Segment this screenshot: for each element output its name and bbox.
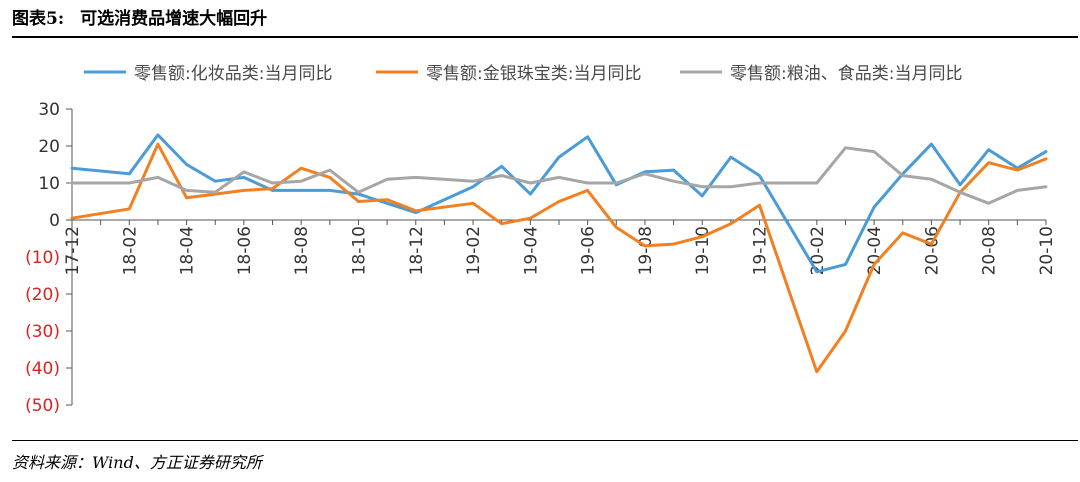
series-line-1 bbox=[70, 133, 1048, 274]
plot-series bbox=[70, 133, 1048, 374]
figure-label: 图表5: bbox=[12, 9, 65, 29]
series-line-3 bbox=[70, 146, 1048, 205]
y-tick-label: (20) bbox=[25, 285, 60, 305]
x-tick-label: 18-10 bbox=[349, 226, 369, 275]
x-tick-label: 18-06 bbox=[235, 226, 255, 275]
y-tick-label: 30 bbox=[38, 100, 60, 120]
x-tick-label: 18-04 bbox=[178, 226, 198, 275]
legend-label-3: 零售额:粮油、食品类:当月同比 bbox=[730, 64, 962, 84]
x-tick-label: 19-04 bbox=[521, 226, 541, 275]
x-tick-label: 20-10 bbox=[1037, 226, 1057, 275]
legend-label-1: 零售额:化妆品类:当月同比 bbox=[134, 64, 332, 84]
y-tick-label: (10) bbox=[25, 248, 60, 268]
y-tick-label: (40) bbox=[25, 359, 60, 379]
title-rule bbox=[12, 36, 1078, 38]
x-tick-label: 19-08 bbox=[636, 226, 656, 275]
x-tick-label: 20-06 bbox=[922, 226, 942, 275]
x-tick-label: 18-08 bbox=[292, 226, 312, 275]
y-axis: 30 20 10 0 (10) (20) (30) (40) (50) bbox=[25, 100, 73, 416]
source-rule bbox=[12, 440, 1078, 441]
x-tick-label: 20-02 bbox=[808, 226, 828, 275]
legend-label-2: 零售额:金银珠宝类:当月同比 bbox=[426, 64, 641, 84]
source-note: 资料来源：Wind、方正证券研究所 bbox=[12, 453, 262, 472]
x-tick-label: 20-04 bbox=[865, 226, 885, 275]
x-axis: 17-12 18-02 18-04 18-06 18-08 18-10 18-12 19-02… bbox=[63, 219, 1057, 275]
y-tick-label: (30) bbox=[25, 322, 60, 342]
x-tick-label: 20-08 bbox=[980, 226, 1000, 275]
chart-legend: 零售额:化妆品类:当月同比 零售额:金银珠宝类:当月同比 零售额:粮油、食品类:当月… bbox=[84, 64, 962, 84]
y-tick-label: 0 bbox=[49, 211, 60, 231]
x-tick-label: 18-12 bbox=[407, 226, 427, 275]
x-tick-label: 19-12 bbox=[751, 226, 771, 275]
x-tick-label: 19-06 bbox=[579, 226, 599, 275]
y-tick-label: 20 bbox=[38, 137, 60, 157]
y-tick-label: (50) bbox=[25, 396, 60, 416]
x-tick-label: 17-12 bbox=[63, 226, 83, 275]
figure-title-text: 可选消费品增速大幅回升 bbox=[80, 9, 268, 29]
line-chart: 零售额:化妆品类:当月同比 零售额:金银珠宝类:当月同比 零售额:粮油、食品类:当月… bbox=[25, 64, 1057, 416]
x-tick-label: 19-02 bbox=[464, 226, 484, 275]
y-tick-label: 10 bbox=[38, 174, 60, 194]
series-line-2 bbox=[70, 142, 1048, 374]
figure-title: 图表5: 可选消费品增速大幅回升 bbox=[12, 6, 267, 32]
x-tick-label: 18-02 bbox=[120, 226, 140, 275]
